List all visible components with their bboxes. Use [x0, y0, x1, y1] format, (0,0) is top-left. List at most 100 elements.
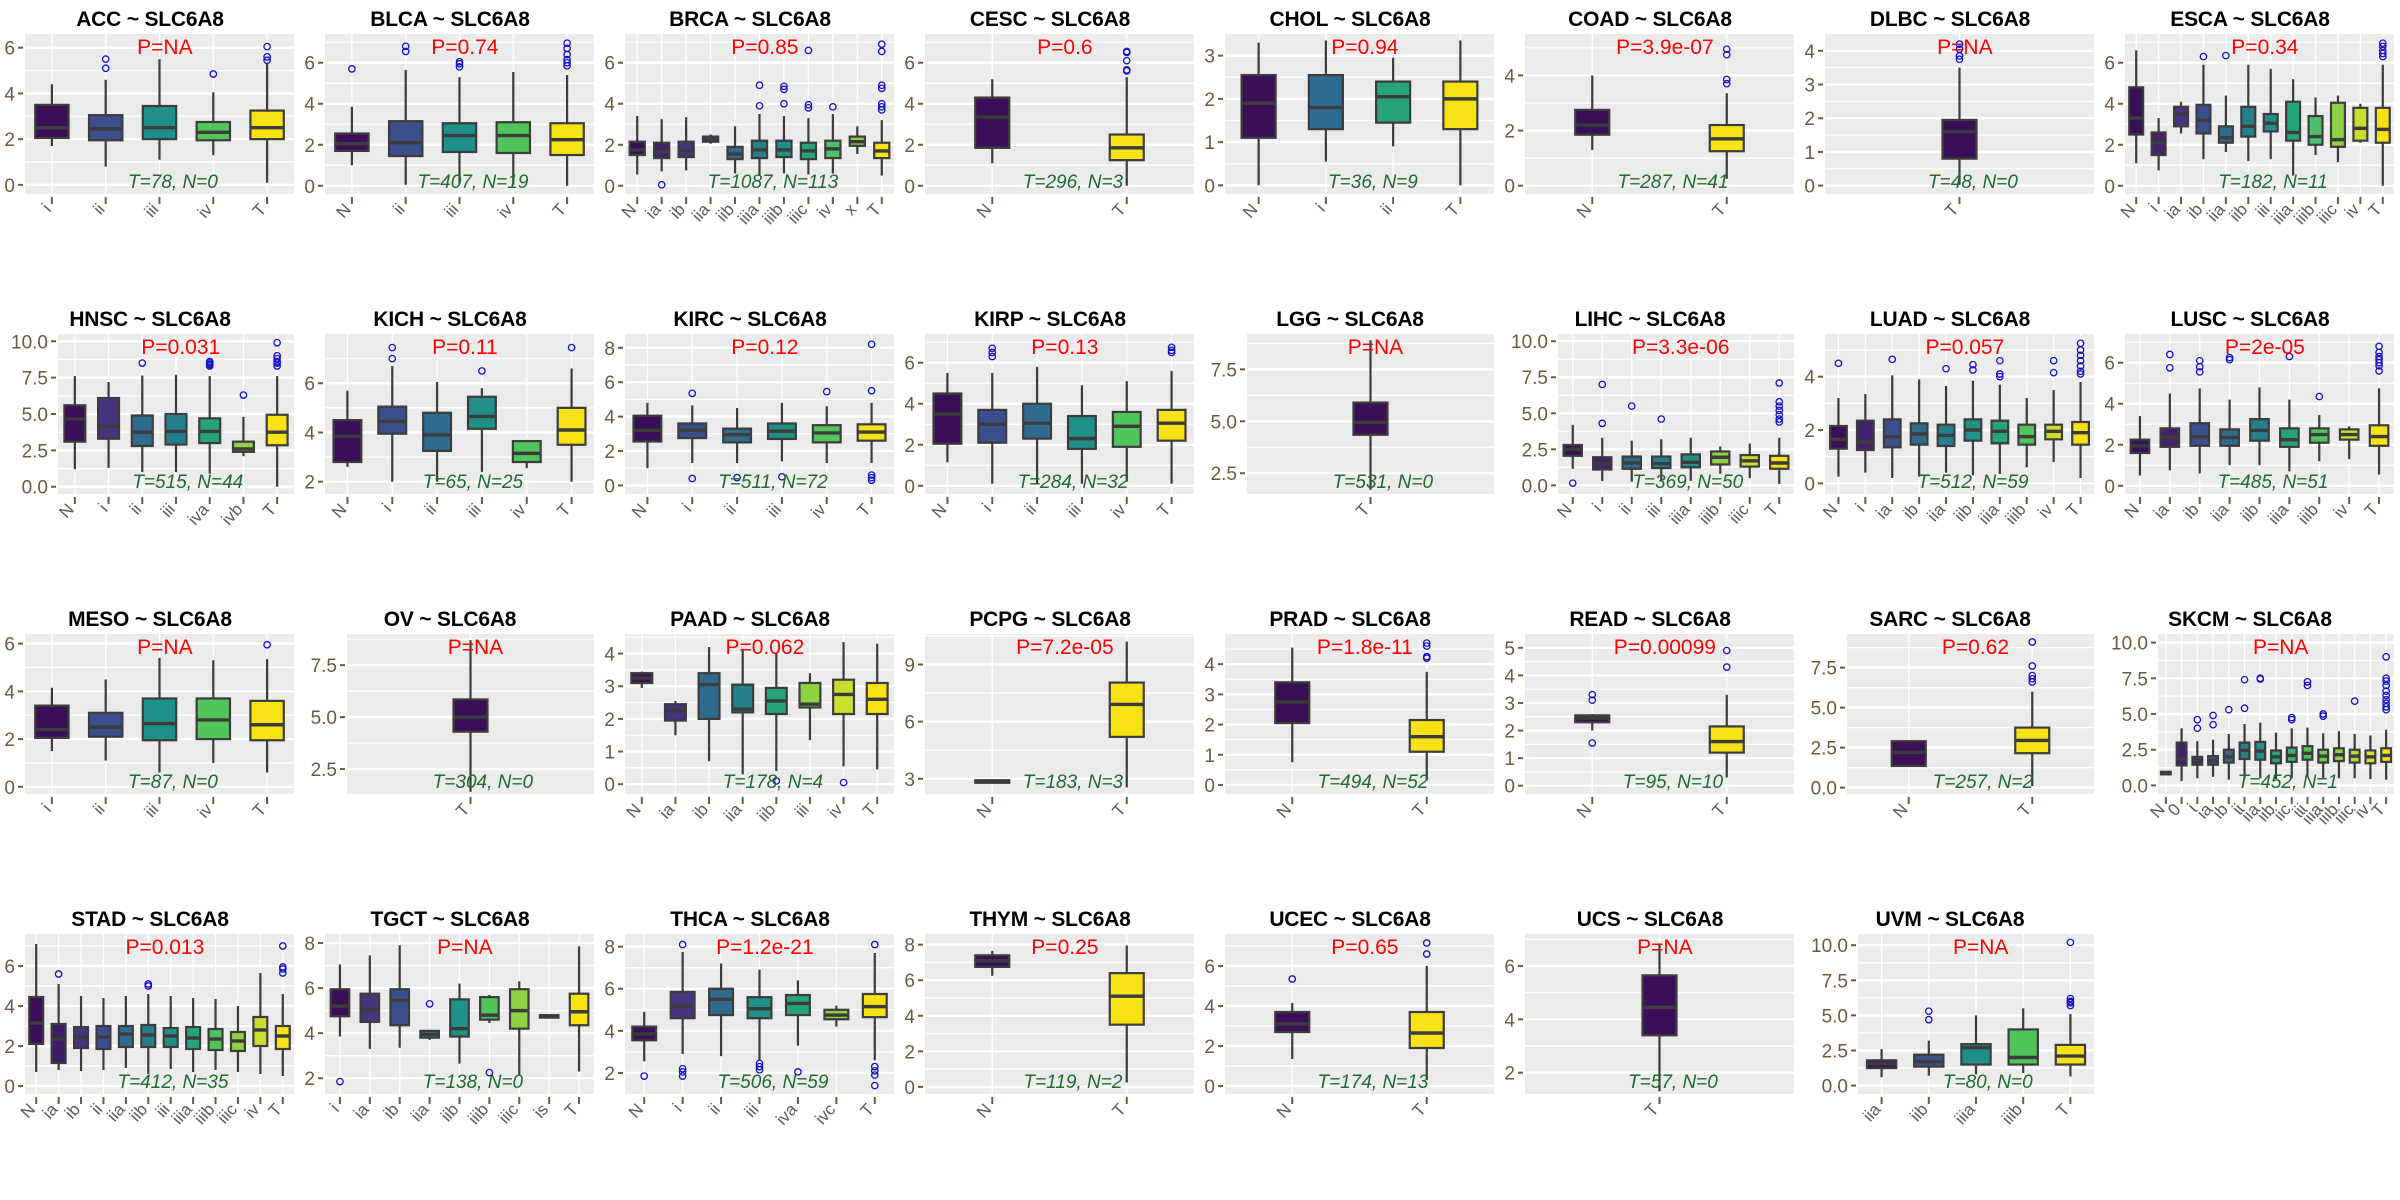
- boxplot-box: [1710, 446, 1731, 474]
- outlier-point: [2076, 370, 2085, 378]
- outlier-point: [755, 101, 764, 110]
- y-axis: 2 4 6: [304, 374, 323, 494]
- boxes: [974, 641, 1145, 788]
- y-tick-label: 0: [4, 778, 15, 799]
- sample-count-label: T=452, N=1: [2238, 772, 2338, 793]
- boxplot-box: [63, 376, 87, 470]
- y-tick-label: 8: [304, 934, 315, 955]
- y-axis: 0 2 4 6: [604, 54, 623, 198]
- panel-title: CHOL ~ SLC6A8: [1269, 8, 1431, 31]
- p-value-label: P=0.85: [731, 36, 798, 59]
- outlier-point: [2199, 52, 2208, 61]
- boxplot-box: [249, 42, 285, 183]
- p-value-label: P=0.00099: [1614, 636, 1716, 659]
- boxplot-box: [798, 673, 822, 741]
- outlier-point: [478, 367, 486, 375]
- sample-count-label: T=494, N=52: [1317, 772, 1428, 793]
- boxplot-box: [746, 969, 773, 1074]
- y-axis: 0 2 4 6: [4, 635, 23, 799]
- p-value-label: P=0.74: [431, 36, 498, 59]
- outlier-point: [1588, 690, 1597, 699]
- y-tick-label: 4: [4, 997, 15, 1018]
- y-tick-label: 0: [1504, 777, 1515, 798]
- panel-title: BLCA ~ SLC6A8: [370, 8, 530, 31]
- y-tick-label: 2: [904, 136, 915, 157]
- sample-count-label: T=87, N=0: [128, 772, 218, 793]
- outlier-point: [1924, 1007, 1933, 1016]
- boxes: [329, 945, 590, 1086]
- outlier-point: [239, 391, 248, 399]
- boxplot-box: [1442, 40, 1479, 186]
- y-tick-label: 2: [1504, 1064, 1515, 1085]
- y-tick-label: 2: [1204, 716, 1215, 737]
- boxplot-figure: 0 1 2 3 4 P=0.062 T=178, N=4 N ia ib iia iib iii iv T: [604, 634, 894, 825]
- y-axis: 0.0 2.5 5.0 7.5 10.0: [2111, 634, 2156, 797]
- boxplot-figure: 2 4 6 8 P=NA T=138, N=0 i ia ib iia iib iiib iiic is T: [304, 934, 594, 1128]
- boxplot-box: [677, 389, 708, 483]
- outlier-point: [2287, 713, 2296, 722]
- panel-prad: PRAD ~ SLC6A8 0 1 2 3 4 P=1.8e-11 T=494, N=52 N T: [1200, 600, 1500, 900]
- outlier-point: [1996, 370, 2004, 378]
- panel-title: BRCA ~ SLC6A8: [669, 8, 831, 31]
- boxes: [1274, 639, 1445, 781]
- y-tick-label: 3: [904, 770, 915, 791]
- boxplot-box: [2368, 342, 2390, 475]
- boxplot-box: [974, 950, 1011, 976]
- panel-cesc: CESC ~ SLC6A8 0 2 4 6 P=0.6 T=296, N=3 N T: [900, 0, 1200, 300]
- outlier-point: [877, 81, 886, 90]
- panel-title: ACC ~ SLC6A8: [76, 8, 224, 31]
- outlier-point: [988, 352, 997, 361]
- outlier-point: [678, 1068, 687, 1076]
- boxplot-box: [2189, 356, 2211, 474]
- plot-background: [925, 34, 1194, 194]
- outlier-point: [2209, 720, 2217, 729]
- outlier-point: [870, 1062, 879, 1071]
- plot-background: [325, 334, 594, 494]
- boxplot-box: [538, 1014, 560, 1019]
- empty-panel: [2100, 900, 2400, 1200]
- p-value-label: P=0.11: [432, 336, 498, 359]
- boxplot-box: [198, 357, 222, 474]
- boxplot-box: [630, 671, 654, 688]
- boxplot-box: [568, 946, 590, 1072]
- y-tick-label: 5.0: [22, 405, 48, 426]
- boxplot-box: [1960, 1015, 1992, 1075]
- y-tick-label: 2.5: [2122, 741, 2148, 762]
- sample-count-label: T=515, N=44: [132, 472, 243, 493]
- panel-ucec: UCEC ~ SLC6A8 0 2 4 6 P=0.65 T=174, N=13 N T: [1200, 900, 1500, 1200]
- boxplot-figure: 0.0 2.5 5.0 7.5 10.0 P=NA T=452, N=1 N0 iiaibiii…: [2111, 634, 2394, 828]
- boxplot-box: [2308, 392, 2330, 462]
- boxplot-box: [2329, 95, 2347, 163]
- boxplot-box: [2172, 101, 2190, 134]
- panel-title: STAD ~ SLC6A8: [71, 908, 229, 931]
- y-tick-label: 4: [1504, 666, 1515, 687]
- boxplot-box: [1156, 343, 1187, 484]
- y-tick-label: 6: [2104, 354, 2115, 375]
- p-value-label: P=7.2e-05: [1016, 636, 1114, 659]
- y-tick-label: 6: [904, 354, 915, 375]
- outlier-point: [401, 42, 410, 51]
- sample-count-label: T=174, N=13: [1317, 1072, 1428, 1093]
- outlier-point: [839, 778, 848, 787]
- boxplot-figure: 0.0 2.5 5.0 7.5 P=0.62 T=257, N=2 N T: [1811, 634, 2094, 822]
- outlier-point: [567, 343, 576, 352]
- y-axis: 2 4 6 8: [304, 934, 323, 1090]
- y-axis: 0 2 4 6: [4, 39, 23, 197]
- outlier-point: [2256, 674, 2265, 683]
- boxes: [2129, 342, 2390, 476]
- boxplot-box: [1022, 366, 1053, 484]
- p-value-label: P=2e-05: [2225, 336, 2305, 359]
- outlier-point: [2066, 994, 2075, 1003]
- plot-background: [25, 934, 294, 1094]
- boxes: [2159, 653, 2393, 782]
- y-axis: 0 1 2 3 4 5: [1504, 639, 1523, 798]
- boxplot-figure: 0 2 4 6 P=NA T=78, N=0 i ii iii iv T: [4, 34, 294, 222]
- boxplot-box: [2159, 350, 2181, 471]
- boxplot-box: [861, 940, 888, 1090]
- boxplot-box: [766, 402, 797, 481]
- p-value-label: P=3.3e-06: [1632, 336, 1730, 359]
